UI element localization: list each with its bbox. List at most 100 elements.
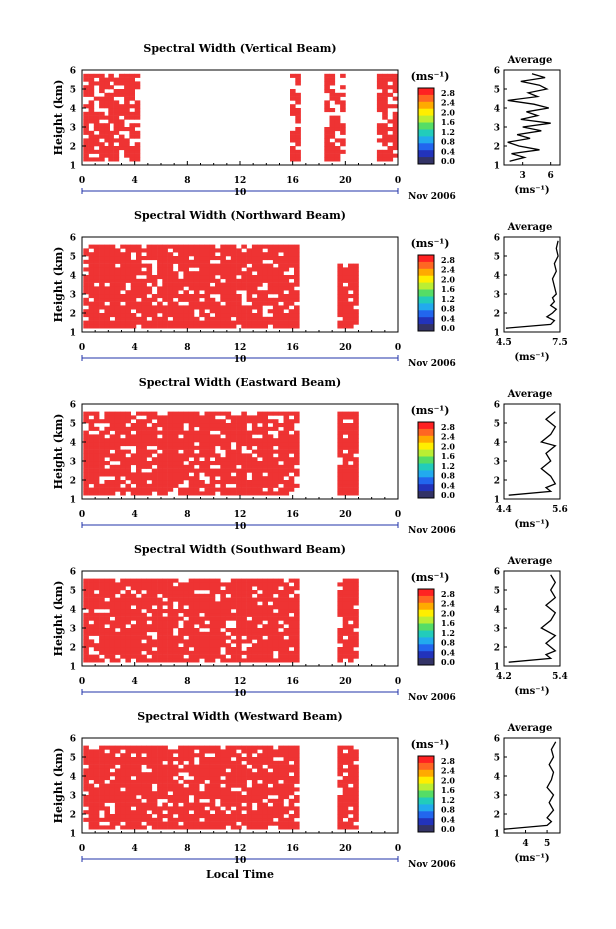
heatmap-cell: [172, 654, 179, 659]
heatmap-cell: [209, 449, 216, 454]
colorbar-tick-label: 1.2: [441, 461, 455, 471]
heatmap-cell: [104, 461, 110, 466]
heatmap-cell: [257, 582, 263, 587]
heatmap-cell: [342, 609, 349, 614]
heatmap-cell: [151, 760, 158, 765]
heatmap-cell: [99, 491, 105, 496]
heatmap-cell: [283, 430, 290, 435]
heatmap-cell: [241, 453, 247, 458]
heatmap-cell: [83, 77, 89, 82]
heatmap-cell: [236, 426, 242, 431]
heatmap-cell: [246, 635, 253, 640]
profile-y-tick-label: 3: [494, 792, 500, 802]
heatmap-cell: [136, 760, 142, 765]
profile-x-tick-label: 4: [522, 839, 528, 849]
heatmap-cell: [283, 745, 290, 750]
heatmap-cell: [348, 453, 354, 458]
colorbar-tick-label: 0.0: [441, 156, 455, 166]
heatmap-cell: [172, 309, 179, 314]
heatmap-cell: [209, 419, 216, 424]
profile-frame: [503, 737, 561, 834]
heatmap-cell: [88, 263, 95, 268]
heatmap-cell: [215, 791, 221, 796]
heatmap-cell: [99, 468, 105, 473]
heatmap-cell: [204, 783, 211, 788]
heatmap-cell: [151, 297, 158, 302]
heatmap-cell: [104, 305, 110, 310]
heatmap-cell: [162, 757, 168, 762]
heatmap-cell: [125, 628, 131, 633]
heatmap-cell: [125, 461, 131, 466]
heatmap-cell: [294, 297, 300, 302]
heatmap-cell: [294, 821, 300, 826]
heatmap-cell: [136, 259, 142, 264]
heatmap-cell: [125, 810, 131, 815]
colorbar-frame: [417, 421, 435, 499]
heatmap-cell: [204, 438, 211, 443]
heatmap-cell: [183, 438, 189, 443]
colorbar-band: [418, 310, 434, 318]
heatmap-cell: [99, 825, 105, 830]
heatmap-cell: [262, 590, 268, 595]
heatmap-cell: [272, 586, 279, 591]
heatmap-cell: [225, 316, 232, 321]
heatmap-cell: [225, 252, 232, 257]
x-tick-label: 8: [184, 677, 190, 687]
heatmap-cell: [93, 415, 100, 420]
heatmap-cell: [104, 419, 110, 424]
heatmap-cell: [267, 464, 274, 469]
heatmap-cell: [120, 252, 126, 257]
heatmap-cell: [342, 757, 349, 762]
heatmap-cell: [93, 286, 100, 291]
heatmap-cell: [125, 426, 131, 431]
heatmap-cell: [88, 271, 95, 276]
heatmap-cell: [337, 757, 343, 762]
heatmap-cell: [236, 597, 242, 602]
heatmap-cell: [278, 749, 284, 754]
heatmap-cell: [136, 586, 142, 591]
heatmap-cell: [114, 278, 121, 283]
heatmap-cell: [93, 263, 100, 268]
heatmap-cell: [183, 821, 189, 826]
heatmap-cell: [209, 620, 216, 625]
heatmap-cell: [283, 654, 290, 659]
heatmap-cell: [220, 275, 226, 280]
heatmap-cell: [146, 324, 153, 329]
heatmap-cell: [236, 810, 242, 815]
heatmap-cell: [246, 795, 253, 800]
heatmap-cell: [241, 426, 247, 431]
heatmap-cell: [199, 449, 205, 454]
date-label: 10: [234, 188, 247, 198]
heatmap-cell: [193, 324, 200, 329]
heatmap-cell: [278, 453, 284, 458]
heatmap-cell: [257, 654, 263, 659]
heatmap-cell: [172, 639, 179, 644]
heatmap-cell: [125, 324, 131, 329]
heatmap-cell: [118, 81, 125, 86]
heatmap-cell: [257, 593, 263, 598]
heatmap-cell: [324, 153, 330, 158]
heatmap-cell: [272, 624, 279, 629]
heatmap-cell: [337, 445, 343, 450]
heatmap-cell: [157, 612, 163, 617]
heatmap-cell: [209, 821, 216, 826]
heatmap-cell: [262, 297, 268, 302]
heatmap-cell: [99, 582, 105, 587]
heatmap-cell: [108, 111, 114, 116]
heatmap-cell: [220, 430, 226, 435]
heatmap-cell: [172, 442, 179, 447]
heatmap-cell: [183, 430, 189, 435]
heatmap-cell: [342, 472, 349, 477]
heatmap-cell: [167, 464, 174, 469]
heatmap-cell: [267, 639, 274, 644]
colorbar-tick-label: 2.8: [441, 88, 455, 98]
heatmap-cell: [294, 605, 300, 610]
heatmap-cell: [295, 100, 301, 105]
heatmap-cell: [178, 445, 184, 450]
heatmap-cell: [83, 411, 89, 416]
heatmap-cell: [124, 81, 130, 86]
heatmap-cell: [88, 795, 95, 800]
heatmap-cell: [157, 461, 163, 466]
heatmap-cell: [83, 628, 89, 633]
heatmap-cell: [162, 461, 168, 466]
